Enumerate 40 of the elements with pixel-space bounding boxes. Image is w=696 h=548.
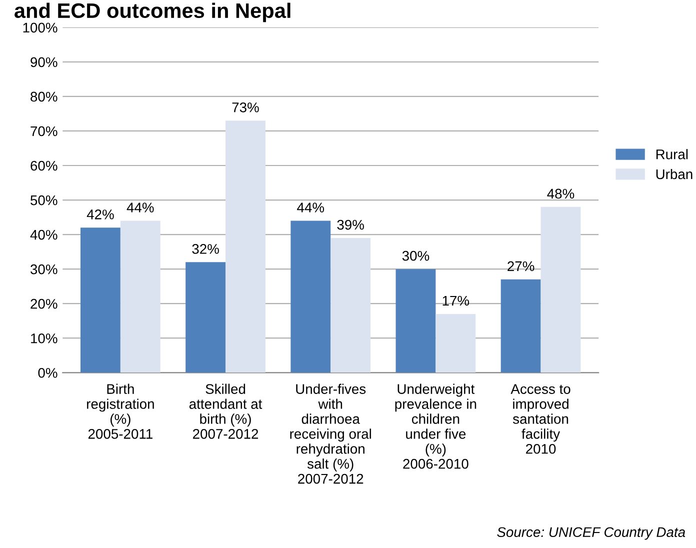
bar	[330, 238, 371, 373]
data-label: 48%	[547, 188, 574, 199]
chart-title: and ECD outcomes in Nepal	[14, 2, 290, 22]
bar	[436, 314, 476, 373]
legend-label: Urban	[656, 168, 692, 180]
y-tick-label: 80%	[30, 92, 58, 102]
x-tick-label: Skilled attendant at birth (%) 2007-2012	[189, 384, 262, 439]
y-tick-label: 0%	[38, 368, 58, 378]
bar	[80, 228, 120, 373]
data-label: 42%	[86, 210, 114, 220]
source-note: Source: UNICEF Country Data	[497, 527, 686, 540]
y-tick-label: 90%	[30, 57, 58, 68]
bar	[500, 279, 541, 373]
data-label: 39%	[337, 220, 364, 230]
bar	[290, 220, 331, 373]
y-tick-label: 10%	[31, 333, 58, 344]
data-label: 32%	[192, 244, 219, 254]
y-tick-label: 40%	[30, 230, 58, 240]
y-tick-label: 60%	[30, 160, 58, 171]
bar	[186, 262, 226, 373]
x-tick-label: Under-fives with diarrhoea receiving oral rehydration salt (%) 2007-2012	[290, 384, 371, 484]
data-label: 27%	[508, 261, 534, 272]
y-tick-label: 30%	[30, 264, 58, 274]
legend-label: Rural	[656, 149, 688, 160]
bar	[226, 120, 266, 373]
y-tick-label: 50%	[30, 195, 58, 206]
data-label: 30%	[402, 250, 430, 261]
data-label: 73%	[232, 102, 259, 112]
x-tick-label: Birth registration (%) 2005-2011	[87, 384, 154, 439]
bar	[120, 220, 160, 373]
data-label: 44%	[126, 202, 154, 212]
x-tick-label: Access to improved santation facility 2010	[510, 384, 570, 454]
bar	[540, 206, 581, 373]
data-label: 44%	[297, 202, 324, 212]
bar	[396, 269, 436, 373]
y-tick-label: 70%	[30, 126, 58, 136]
data-label: 17%	[442, 296, 470, 306]
y-tick-label: 20%	[30, 298, 58, 309]
x-tick-label: Underweight prevalence in children under five (%) 2006-2010	[395, 384, 476, 469]
y-tick-label: 100%	[23, 22, 58, 33]
